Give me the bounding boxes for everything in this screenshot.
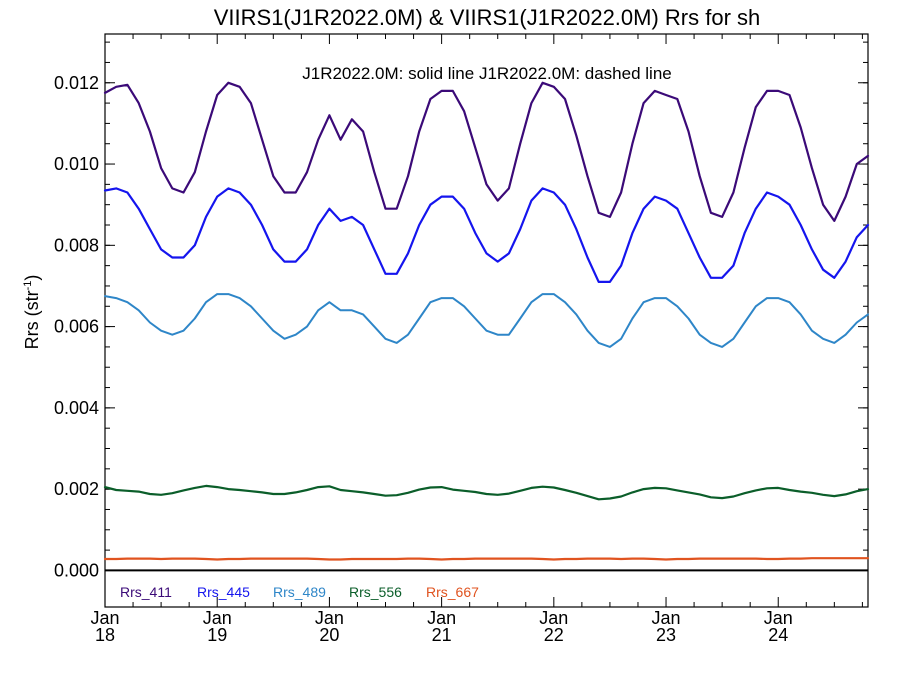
- axis-ticks: [104, 34, 868, 607]
- legend-entry-rrs-556: Rrs_556: [349, 584, 402, 600]
- y-tick-label: 0.010: [54, 154, 99, 174]
- plot-frame: [104, 33, 869, 608]
- legend: Rrs_411 Rrs_445 Rrs_489 Rrs_556 Rrs_667: [120, 584, 479, 600]
- legend-entry-rrs-667: Rrs_667: [426, 584, 479, 600]
- x-tick-day: 20: [319, 625, 339, 645]
- x-tick-day: 18: [95, 625, 115, 645]
- x-tick-month: Jan: [203, 608, 232, 628]
- plot-border: [104, 33, 869, 608]
- x-tick-month: Jan: [427, 608, 456, 628]
- x-tick-day: 22: [544, 625, 564, 645]
- series-line-rrs-445: [103, 187, 870, 283]
- x-tick-month: Jan: [652, 608, 681, 628]
- y-tick-label: 0.006: [54, 317, 99, 337]
- legend-entry-rrs-411: Rrs_411: [120, 584, 172, 600]
- y-axis-label: Rrs (str-1): [22, 275, 42, 350]
- y-tick-label: 0.012: [54, 73, 99, 93]
- chart-title: VIIRS1(J1R2022.0M) & VIIRS1(J1R2022.0M) …: [214, 5, 761, 30]
- x-tick-month: Jan: [90, 608, 119, 628]
- y-tick-label: 0.008: [54, 235, 99, 255]
- x-tick-day: 21: [432, 625, 452, 645]
- x-tick-month: Jan: [315, 608, 344, 628]
- legend-entry-rrs-489: Rrs_489: [273, 584, 326, 600]
- y-tick-label: 0.000: [54, 560, 99, 580]
- y-tick-label: 0.002: [54, 479, 99, 499]
- series-lines: [103, 81, 870, 561]
- series-line-rrs-411: [103, 81, 870, 222]
- legend-entry-rrs-445: Rrs_445: [197, 584, 250, 600]
- x-tick-day: 19: [207, 625, 227, 645]
- x-tick-month: Jan: [539, 608, 568, 628]
- y-tick-label: 0.004: [54, 398, 99, 418]
- line-style-annotation: J1R2022.0M: solid line J1R2022.0M: dashe…: [302, 64, 672, 83]
- series-line-rrs-667: [103, 557, 870, 561]
- series-line-rrs-556: [103, 484, 870, 501]
- series-line-rrs-489: [104, 293, 869, 348]
- x-tick-month: Jan: [764, 608, 793, 628]
- x-tick-day: 24: [768, 625, 788, 645]
- x-tick-day: 23: [656, 625, 676, 645]
- y-axis-tick-labels: 0.000 0.002 0.004 0.006 0.008 0.010 0.012: [54, 73, 99, 581]
